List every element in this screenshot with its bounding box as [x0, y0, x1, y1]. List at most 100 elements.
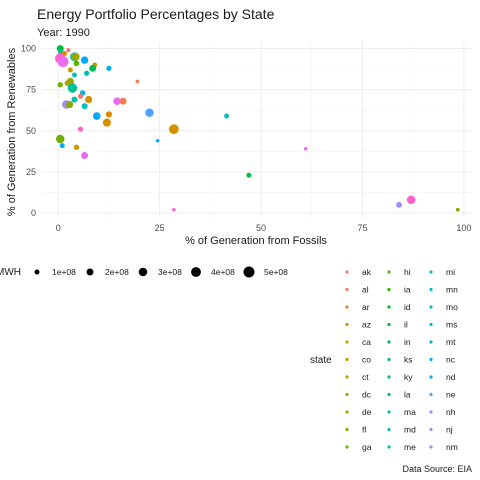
y-tick-label: 50 — [26, 126, 36, 136]
color-legend-label: dc — [362, 390, 372, 400]
color-legend-key — [387, 445, 391, 449]
x-tick-label: 25 — [155, 223, 165, 233]
color-legend-label: mo — [446, 302, 458, 312]
x-tick-label: 50 — [256, 223, 266, 233]
data-point — [406, 195, 416, 205]
data-point — [85, 95, 93, 104]
color-legend-label: mt — [446, 337, 456, 347]
color-legend-label: md — [404, 425, 416, 435]
size-legend-label: 4e+08 — [211, 267, 235, 277]
size-legend: MWH 1e+08 2e+08 3e+08 4e+08 5e+08 — [0, 266, 288, 278]
color-legend-key — [429, 270, 433, 274]
color-legend-key — [429, 410, 433, 414]
color-legend-key — [429, 357, 433, 362]
color-legend-key — [345, 305, 349, 309]
color-legend-key — [345, 287, 349, 292]
data-point — [455, 207, 460, 212]
color-legend-label: fl — [362, 425, 366, 435]
y-tick-label: 0 — [31, 208, 36, 218]
color-legend-title: state — [310, 355, 332, 366]
x-tick-label: 0 — [56, 223, 61, 233]
data-points — [55, 45, 460, 212]
color-legend-label: nm — [446, 442, 458, 452]
color-legend-key — [429, 287, 433, 292]
data-point — [57, 82, 63, 88]
color-legend-label: mi — [446, 267, 455, 277]
data-point — [246, 172, 252, 178]
size-legend-key — [34, 269, 40, 275]
color-legend-label: ma — [404, 407, 416, 417]
data-point — [67, 67, 73, 73]
color-legend-label: ar — [362, 302, 370, 312]
data-point — [80, 56, 89, 64]
color-legend-label: ne — [446, 390, 456, 400]
color-legend-key — [345, 392, 349, 397]
color-legend-key — [387, 322, 391, 327]
data-point — [303, 147, 308, 151]
data-point — [84, 70, 90, 76]
data-point — [92, 112, 101, 120]
y-tick-label: 75 — [26, 85, 36, 95]
data-point — [106, 65, 112, 71]
data-point — [71, 52, 80, 61]
color-legend-key — [345, 340, 349, 344]
data-point — [119, 97, 127, 105]
color-legend-key — [387, 340, 391, 344]
data-point — [73, 144, 80, 150]
grid-lines — [42, 42, 472, 218]
color-legend-key — [387, 375, 391, 379]
color-legend-key — [345, 375, 349, 379]
color-legend-key — [345, 357, 349, 362]
color-legend-label: il — [404, 320, 408, 330]
color-legend-key — [429, 392, 433, 397]
y-axis-label: % of Generation from Renewables — [6, 47, 18, 216]
color-legend-key — [345, 427, 349, 432]
chart-subtitle: Year: 1990 — [37, 27, 90, 39]
data-point — [81, 103, 88, 110]
color-legend-label: ga — [362, 442, 372, 452]
data-point — [113, 97, 121, 106]
data-point — [224, 113, 230, 119]
data-point — [168, 124, 179, 135]
color-legend-key — [429, 427, 433, 432]
color-legend-key — [387, 357, 391, 362]
color-legend-key — [429, 322, 433, 327]
color-legend-key — [345, 270, 349, 274]
color-legend-label: ia — [404, 285, 411, 295]
color-legend-key — [387, 270, 391, 274]
size-legend-key — [191, 267, 201, 277]
color-legend-label: ct — [362, 372, 369, 382]
x-tick-label: 75 — [357, 223, 367, 233]
color-legend-label: az — [362, 320, 371, 330]
color-legend-label: la — [404, 390, 411, 400]
color-legend-label: co — [362, 355, 371, 365]
color-legend-label: mn — [446, 285, 458, 295]
axis-tick-labels: 0 25 50 75 100 0 25 50 75 100 — [21, 44, 471, 233]
color-legend-key — [429, 445, 433, 449]
color-legend-key — [429, 375, 433, 379]
data-point — [155, 138, 160, 143]
size-legend-key — [86, 268, 94, 276]
color-legend: state ak al ar az ca co ct dc de fl ga hi ia id il in ks k… — [310, 267, 458, 452]
data-source-caption: Data Source: EIA — [402, 464, 472, 474]
color-legend-label: al — [362, 285, 369, 295]
color-legend-label: nj — [446, 425, 453, 435]
size-legend-label: 3e+08 — [158, 267, 182, 277]
color-legend-label: nc — [446, 355, 456, 365]
size-legend-label: 1e+08 — [52, 267, 76, 277]
color-legend-key — [429, 340, 433, 344]
data-point — [145, 108, 154, 117]
data-point — [102, 118, 111, 127]
data-point — [65, 100, 74, 109]
color-legend-label: de — [362, 407, 372, 417]
color-legend-key — [345, 445, 349, 449]
x-axis-label: % of Generation from Fossils — [185, 235, 327, 247]
color-legend-label: ms — [446, 320, 457, 330]
data-point — [67, 83, 78, 93]
color-legend-label: ks — [404, 355, 413, 365]
data-point — [73, 60, 80, 67]
color-legend-key — [345, 322, 349, 327]
data-point — [105, 111, 113, 118]
data-point — [66, 48, 71, 53]
